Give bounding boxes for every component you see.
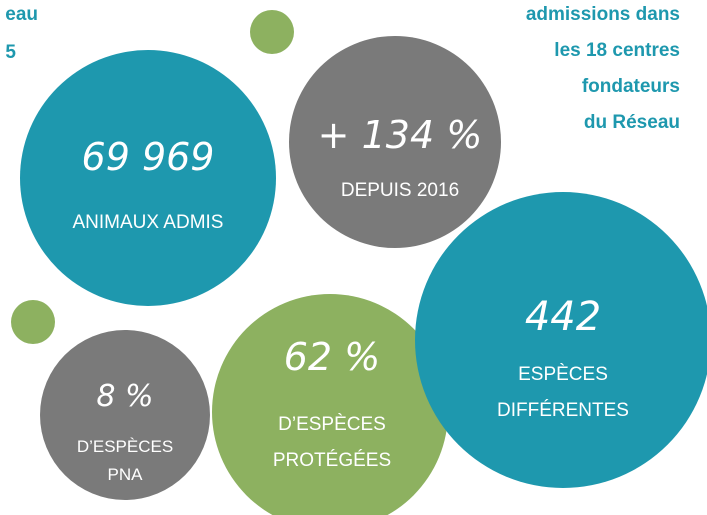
stat-label: PNA [108,465,144,484]
stat-value: 8 % [96,379,153,414]
stat-value: 442 [525,294,601,340]
stat-label: DEPUIS 2016 [341,180,459,201]
caption-line: du Réseau [584,112,680,133]
stat-circle [40,330,210,500]
stat-value: 62 % [284,335,381,379]
stat-circle [289,36,501,248]
stat-circle [212,294,448,515]
header-fragment: 5 [5,42,16,63]
caption-line: les 18 centres [554,40,680,61]
stat-value: + 134 % [318,113,483,157]
stat-label: ANIMAUX ADMIS [73,212,224,233]
decor-dot [250,10,294,54]
stat-label: D’ESPÈCES [77,437,173,456]
stat-value: 69 969 [82,135,215,179]
caption-line: fondateurs [582,76,680,97]
header-fragment: eau [5,4,38,25]
stat-label: ESPÈCES [518,364,608,385]
stat-label: DIFFÉRENTES [497,400,629,421]
decor-dot [11,300,55,344]
stat-label: D’ESPÈCES [278,414,386,435]
stat-circle [20,50,276,306]
stat-circle [415,192,707,488]
caption-line: admissions dans [526,4,680,25]
stat-label: PROTÉGÉES [273,450,391,471]
